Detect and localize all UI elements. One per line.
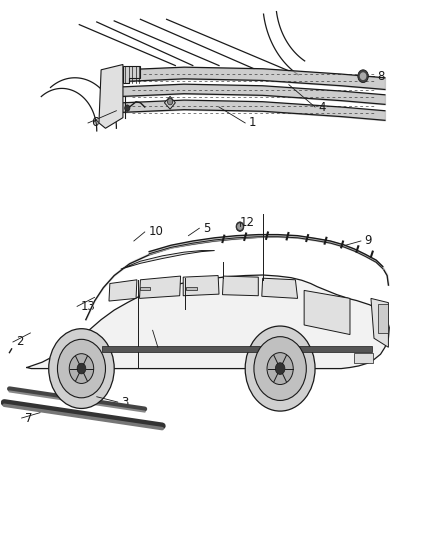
Text: 7: 7	[25, 411, 33, 424]
Text: 14: 14	[156, 324, 171, 337]
Polygon shape	[304, 290, 350, 335]
Circle shape	[57, 340, 106, 398]
Text: 10: 10	[148, 225, 163, 238]
Polygon shape	[164, 96, 175, 109]
Polygon shape	[262, 278, 297, 298]
Polygon shape	[371, 298, 389, 348]
Bar	[186, 287, 197, 290]
Circle shape	[358, 70, 368, 83]
Polygon shape	[140, 276, 180, 298]
Bar	[378, 304, 388, 333]
Text: 5: 5	[203, 222, 210, 235]
Text: 1: 1	[249, 117, 256, 130]
Circle shape	[238, 224, 242, 229]
Text: 3: 3	[121, 395, 129, 409]
Circle shape	[276, 363, 285, 374]
Polygon shape	[109, 280, 137, 301]
Polygon shape	[223, 276, 258, 296]
Bar	[102, 346, 372, 352]
Circle shape	[236, 222, 244, 231]
Polygon shape	[123, 66, 141, 83]
Text: 6: 6	[92, 117, 99, 130]
Text: 2: 2	[16, 335, 24, 349]
Bar	[140, 287, 150, 290]
Text: 12: 12	[240, 216, 255, 229]
Circle shape	[267, 353, 293, 384]
Circle shape	[125, 105, 130, 111]
Circle shape	[49, 329, 114, 408]
Polygon shape	[121, 251, 215, 269]
Circle shape	[69, 354, 94, 383]
Text: 9: 9	[364, 235, 372, 247]
Polygon shape	[27, 275, 389, 368]
Circle shape	[360, 73, 366, 79]
Circle shape	[77, 364, 86, 374]
Polygon shape	[99, 64, 123, 128]
Text: 13: 13	[81, 300, 95, 313]
Circle shape	[254, 337, 306, 400]
Text: 8: 8	[378, 70, 385, 83]
Polygon shape	[183, 276, 219, 296]
Text: 4: 4	[318, 101, 326, 114]
Bar	[354, 353, 373, 364]
Circle shape	[245, 326, 315, 411]
Circle shape	[167, 99, 173, 105]
